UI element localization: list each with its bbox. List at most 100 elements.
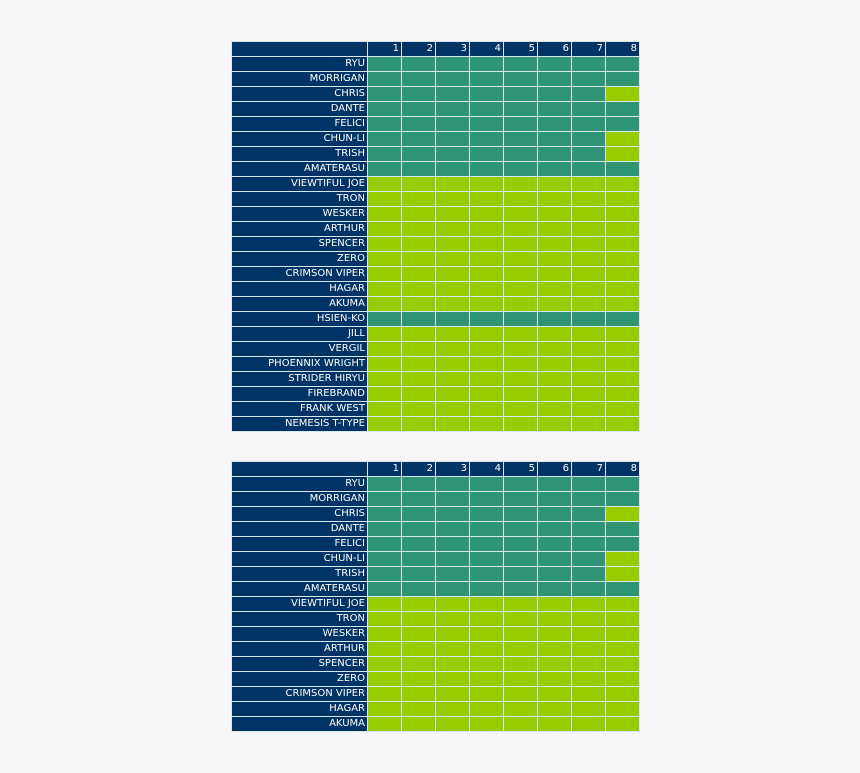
heatmap-cell [401,236,436,252]
table-row: AMATERASU [231,161,640,177]
heatmap-cell [469,716,504,732]
row-label: CRIMSON VIPER [231,686,368,702]
heatmap-cell [571,626,606,642]
column-header: 6 [537,461,572,477]
heatmap-cell [401,701,436,717]
table-row: ARTHUR [231,221,640,237]
heatmap-cell [435,176,470,192]
table-row: WESKER [231,626,640,642]
heatmap-cell [469,161,504,177]
row-label: ZERO [231,251,368,267]
heatmap-cell [435,206,470,222]
heatmap-cell [435,566,470,582]
heatmap-cell [537,296,572,312]
heatmap-cell [469,491,504,507]
heatmap-cell [571,656,606,672]
heatmap-cell [367,311,402,327]
table-row: FELICI [231,116,640,132]
heatmap-cell [367,401,402,417]
heatmap-cell [435,386,470,402]
row-label: FRANK WEST [231,401,368,417]
row-label: VIEWTIFUL JOE [231,596,368,612]
row-label: TRON [231,611,368,627]
heatmap-cell [571,251,606,267]
heatmap-cell [605,161,640,177]
heatmap-cell [435,416,470,432]
heatmap-cell [401,416,436,432]
heatmap-cell [537,491,572,507]
heatmap-cell [605,251,640,267]
heatmap-cell [435,611,470,627]
row-label: HSIEN-KO [231,311,368,327]
heatmap-cell [537,476,572,492]
column-header: 8 [605,461,640,477]
heatmap-cell [367,86,402,102]
heatmap-cell [503,116,538,132]
heatmap-cell [537,521,572,537]
heatmap-cell [435,686,470,702]
heatmap-cell [537,686,572,702]
heatmap-cell [503,416,538,432]
table-row: TRISH [231,146,640,162]
heatmap-cell [435,311,470,327]
heatmap-cell [605,326,640,342]
heatmap-cell [537,341,572,357]
table-row: CHUN-LI [231,131,640,147]
heatmap-cell [605,536,640,552]
heatmap-cell [469,566,504,582]
heatmap-cell [401,161,436,177]
heatmap-cell [367,671,402,687]
heatmap-cell [537,161,572,177]
row-label: AMATERASU [231,161,368,177]
heatmap-cell [435,716,470,732]
heatmap-cell [469,416,504,432]
heatmap-cell [469,371,504,387]
table-row: ZERO [231,671,640,687]
table-row: CHRIS [231,506,640,522]
heatmap-cell [503,506,538,522]
heatmap-cell [503,686,538,702]
table-row: SPENCER [231,236,640,252]
heatmap-cell [503,356,538,372]
row-label: HAGAR [231,701,368,717]
table-row: AMATERASU [231,581,640,597]
heatmap-cell [469,521,504,537]
table-row: HAGAR [231,281,640,297]
heatmap-cell [605,131,640,147]
heatmap-cell [469,311,504,327]
heatmap-cell [605,641,640,657]
heatmap-cell [435,116,470,132]
row-label: FELICI [231,536,368,552]
column-header: 7 [571,461,606,477]
heatmap-cell [435,86,470,102]
heatmap-cell [401,596,436,612]
corner-cell [231,461,368,477]
row-label: WESKER [231,626,368,642]
table-row: STRIDER HIRYU [231,371,640,387]
heatmap-cell [435,131,470,147]
heatmap-cell [469,671,504,687]
heatmap-cell [367,56,402,72]
heatmap-cell [571,671,606,687]
heatmap-cell [435,671,470,687]
column-header: 1 [367,41,402,57]
heatmap-cell [571,356,606,372]
heatmap-cell [367,296,402,312]
heatmap-cell [605,281,640,297]
heatmap-cell [401,611,436,627]
heatmap-cell [435,281,470,297]
heatmap-cell [401,356,436,372]
column-header: 5 [503,461,538,477]
heatmap-cell [605,656,640,672]
heatmap-cell [435,266,470,282]
heatmap-cell [401,206,436,222]
heatmap-cell [435,596,470,612]
heatmap-cell [469,356,504,372]
heatmap-cell [401,101,436,117]
heatmap-cell [469,626,504,642]
heatmap-cell [571,116,606,132]
heatmap-cell [571,221,606,237]
heatmap-cell [605,416,640,432]
heatmap-cell [367,476,402,492]
heatmap-cell [503,641,538,657]
